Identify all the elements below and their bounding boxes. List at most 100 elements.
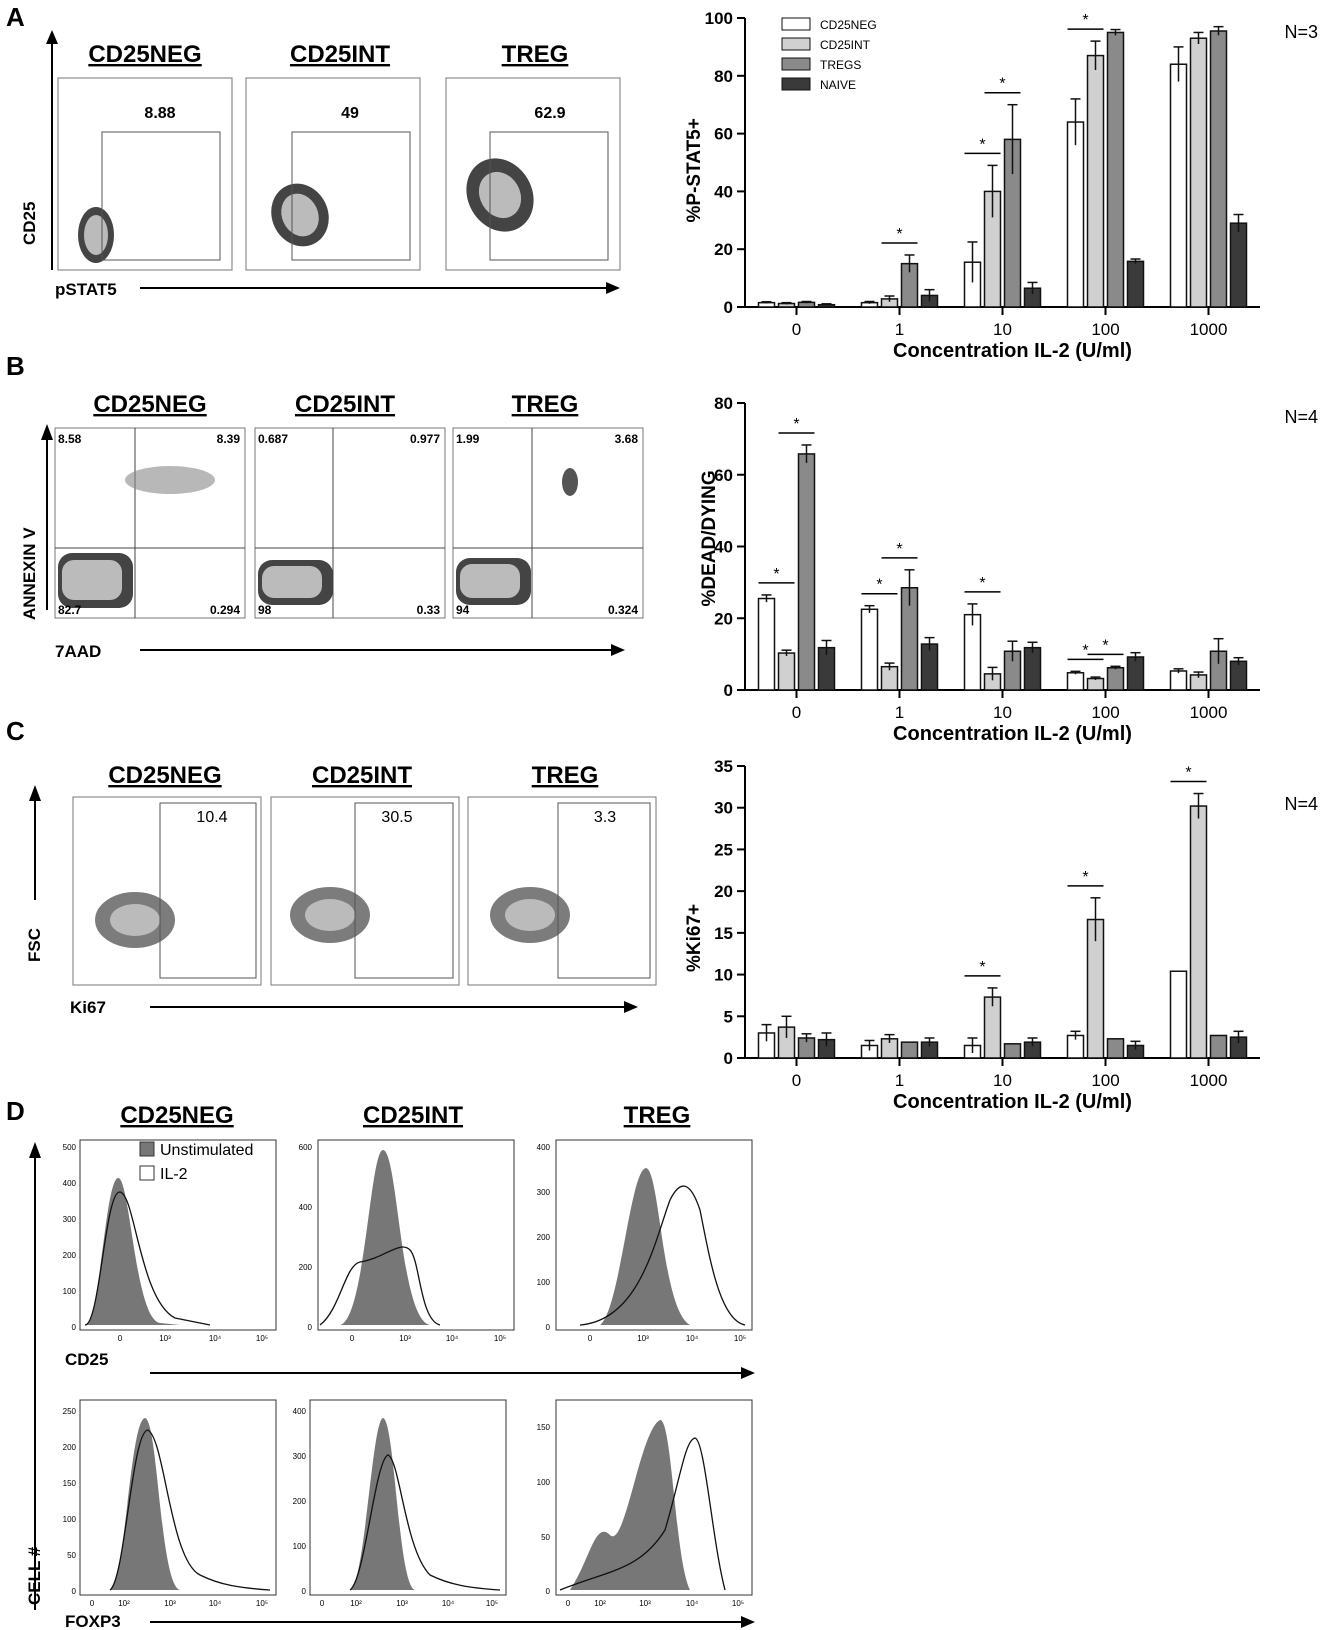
d-xtick-treg-3: 10⁵ xyxy=(734,1334,746,1343)
x-tick-label: 10 xyxy=(993,320,1012,339)
a-gate-value-treg: 62.9 xyxy=(534,105,565,122)
a-gate-value-cd25int: 49 xyxy=(341,105,359,122)
title-b-cd25int: CD25INT xyxy=(295,391,395,418)
y-tick-label: 10 xyxy=(714,966,733,985)
d-ytick-cd25neg-4: 400 xyxy=(63,1179,77,1188)
d-foxp3-axis-label: FOXP3 xyxy=(65,1612,121,1630)
c-x-axis-label: Ki67 xyxy=(70,998,106,1017)
bar-tregs xyxy=(1209,1034,1228,1059)
d-xtick-cd25neg-1: 10³ xyxy=(159,1334,171,1343)
y-tick-label: 5 xyxy=(724,1007,733,1026)
d-ytick-cd25neg-5: 500 xyxy=(63,1143,77,1152)
d-foxp3-ytick-cd25neg-4: 200 xyxy=(63,1443,77,1452)
title-c-cd25neg: CD25NEG xyxy=(108,762,221,789)
x-tick-label: 0 xyxy=(792,1071,801,1090)
b-quad-lr-cd25int: 0.33 xyxy=(417,603,441,617)
x-tick-label: 1 xyxy=(895,1071,904,1090)
legend-swatch-cd25neg xyxy=(781,17,811,31)
x-tick-label: 10 xyxy=(993,703,1012,722)
legend-swatch-cd25int xyxy=(781,37,811,51)
d-foxp3-ytick-cd25int-3: 300 xyxy=(293,1452,307,1461)
x-tick-label: 100 xyxy=(1091,320,1119,339)
x-tick-label: 1000 xyxy=(1190,703,1228,722)
b-y-axis-label: ANNEXIN V xyxy=(20,527,39,620)
x-tick-label: 1000 xyxy=(1190,320,1228,339)
significance-star: * xyxy=(1082,869,1088,886)
bar-cd25int xyxy=(1189,37,1208,308)
b-quad-ul-cd25int: 0.687 xyxy=(258,432,288,446)
d-xtick-cd25int-3: 10⁵ xyxy=(494,1334,506,1343)
n-annotation: N=4 xyxy=(1284,407,1318,427)
b-x-axis-label: 7AAD xyxy=(55,642,101,661)
title-d-cd25int: CD25INT xyxy=(363,1102,463,1129)
significance-star: * xyxy=(1082,642,1088,659)
significance-star: * xyxy=(999,76,1005,93)
d-ytick-cd25int-1: 200 xyxy=(299,1263,313,1272)
a-y-axis-label: CD25 xyxy=(20,202,39,245)
b-quad-ur-cd25int: 0.977 xyxy=(410,432,440,446)
d-foxp3-xtick-treg-2: 10³ xyxy=(639,1599,651,1608)
bar-cd25neg xyxy=(860,608,879,691)
bar-naive xyxy=(1126,656,1145,691)
x-axis-label: Concentration IL-2 (U/ml) xyxy=(893,340,1132,362)
significance-star: * xyxy=(979,575,985,592)
d-histogram-foxp3-cd25neg xyxy=(79,1399,277,1596)
x-tick-label: 100 xyxy=(1091,703,1119,722)
d-histogram-cd25-cd25int xyxy=(317,1139,515,1331)
d-xtick-cd25int-1: 10³ xyxy=(399,1334,411,1343)
significance-star: * xyxy=(876,577,882,594)
d-foxp3-ytick-cd25int-2: 200 xyxy=(293,1497,307,1506)
b-dotplot-cd25int xyxy=(254,427,446,619)
d-cd25-axis-label: CD25 xyxy=(65,1350,108,1369)
d-foxp3-xtick-cd25neg-1: 10² xyxy=(118,1599,130,1608)
bar-chart-dead-dying: 0 20 40 60 80 %DEAD/DYING Concentration IL-2 (… xyxy=(699,394,1318,745)
bar-cd25neg xyxy=(1169,670,1188,691)
bar-naive xyxy=(1229,222,1248,308)
d-foxp3-ytick-cd25neg-0: 0 xyxy=(72,1587,77,1596)
bar-naive xyxy=(1229,660,1248,691)
title-b-treg: TREG xyxy=(512,391,579,418)
y-tick-label: 30 xyxy=(714,799,733,818)
a-x-axis-label: pSTAT5 xyxy=(55,280,117,299)
b-quad-ll-cd25neg: 82.7 xyxy=(58,603,82,617)
bar-cd25int xyxy=(1086,677,1105,691)
x-tick-label: 1000 xyxy=(1190,1071,1228,1090)
x-tick-label: 1 xyxy=(895,320,904,339)
d-histogram-cd25-treg xyxy=(555,1139,753,1331)
b-quad-ll-treg: 94 xyxy=(456,603,470,617)
significance-star: * xyxy=(979,136,985,153)
legend-label-cd25int: CD25INT xyxy=(820,38,871,52)
legend-label-naive: NAIVE xyxy=(820,78,856,92)
bar-tregs xyxy=(1209,30,1228,308)
significance-star: * xyxy=(1102,637,1108,654)
significance-star: * xyxy=(896,541,902,558)
y-tick-label: 40 xyxy=(714,538,733,557)
panel-label-a: A xyxy=(6,2,25,32)
y-axis-label: %DEAD/DYING xyxy=(699,470,720,606)
d-foxp3-ytick-treg-0: 0 xyxy=(546,1587,551,1596)
d-foxp3-xtick-treg-1: 10² xyxy=(594,1599,606,1608)
y-tick-label: 15 xyxy=(714,924,733,943)
b-quad-ur-cd25neg: 8.39 xyxy=(217,432,241,446)
d-xtick-cd25int-2: 10⁴ xyxy=(446,1334,459,1343)
y-tick-label: 0 xyxy=(724,681,733,700)
d-xtick-treg-1: 10³ xyxy=(637,1334,649,1343)
bar-cd25neg xyxy=(757,597,776,691)
legend-swatch-tregs xyxy=(781,57,811,71)
d-xtick-cd25neg-0: 0 xyxy=(118,1334,123,1343)
y-tick-label: 100 xyxy=(705,9,733,28)
y-tick-label: 35 xyxy=(714,757,733,776)
bar-cd25neg xyxy=(1066,672,1085,691)
title-d-treg: TREG xyxy=(624,1102,691,1129)
b-quad-ul-treg: 1.99 xyxy=(456,432,480,446)
d-foxp3-xtick-cd25int-2: 10³ xyxy=(396,1599,408,1608)
y-tick-label: 25 xyxy=(714,840,733,859)
y-tick-label: 80 xyxy=(714,67,733,86)
title-c-treg: TREG xyxy=(532,762,599,789)
d-histogram-foxp3-treg xyxy=(555,1399,753,1596)
y-tick-label: 0 xyxy=(724,298,733,317)
d-foxp3-ytick-cd25int-4: 400 xyxy=(293,1407,307,1416)
y-axis-label: %P-STAT5+ xyxy=(684,118,705,222)
